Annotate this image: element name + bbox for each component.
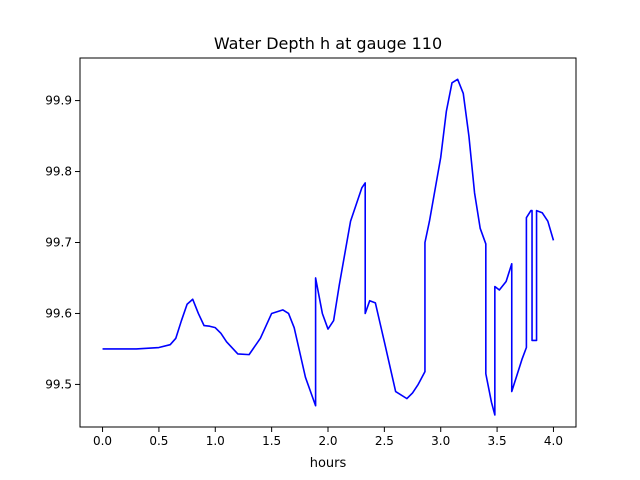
x-axis-ticks: 0.0 0.5 1.0 1.5 2.0 2.5 3.0 3.5 4.0 (93, 427, 563, 448)
y-tick-label: 99.9 (45, 94, 72, 108)
x-tick-label: 1.0 (206, 434, 225, 448)
y-tick-label: 99.5 (45, 377, 72, 391)
chart-title: Water Depth h at gauge 110 (214, 34, 442, 53)
x-tick-label: 4.0 (544, 434, 563, 448)
y-tick-label: 99.6 (45, 306, 72, 320)
x-tick-label: 0.5 (149, 434, 168, 448)
y-tick-label: 99.8 (45, 165, 72, 179)
plot-frame (79, 57, 577, 428)
x-tick-label: 3.0 (431, 434, 450, 448)
plot-area (80, 58, 576, 427)
x-tick-label: 2.5 (375, 434, 394, 448)
x-tick-label: 2.0 (318, 434, 337, 448)
x-tick-label: 3.5 (488, 434, 507, 448)
series-line-water-depth (102, 78, 555, 416)
x-tick-label: 1.5 (262, 434, 281, 448)
x-tick-label: 0.0 (93, 434, 112, 448)
y-axis-ticks: 99.5 99.6 99.7 99.8 99.9 (45, 94, 80, 391)
y-tick-label: 99.7 (45, 236, 72, 250)
x-axis-label: hours (310, 456, 347, 471)
